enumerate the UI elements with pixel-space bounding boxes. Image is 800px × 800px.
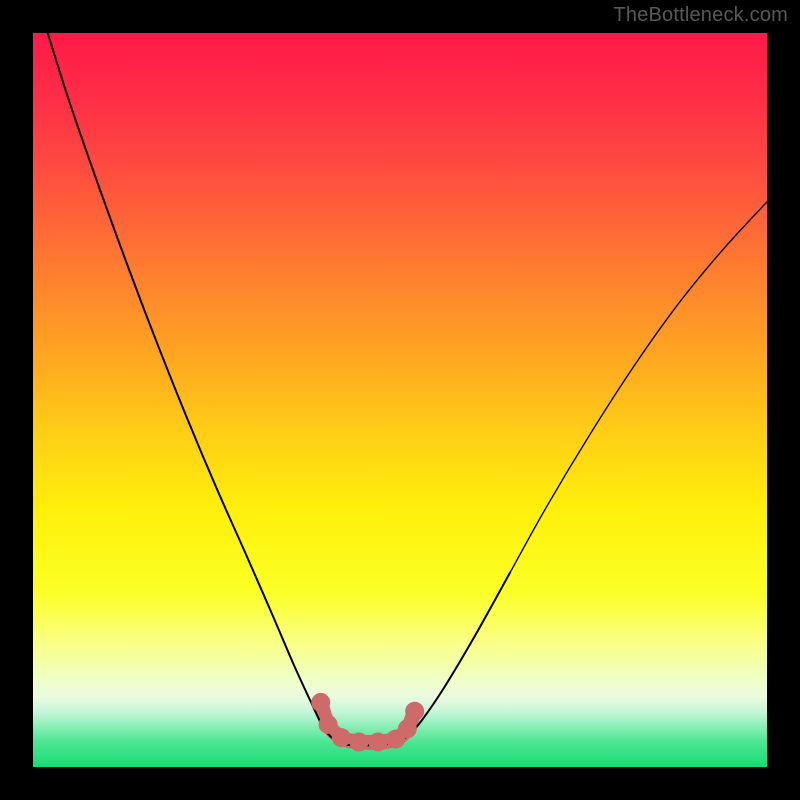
marker-dot (398, 719, 417, 738)
watermark-text: TheBottleneck.com (613, 4, 788, 27)
marker-dot (368, 733, 387, 752)
marker-dot (332, 728, 351, 747)
marker-dot (311, 693, 330, 712)
marker-dot (405, 702, 424, 721)
chart-svg (33, 33, 767, 767)
marker-dot (349, 733, 368, 752)
chart-plot-area (33, 33, 767, 767)
